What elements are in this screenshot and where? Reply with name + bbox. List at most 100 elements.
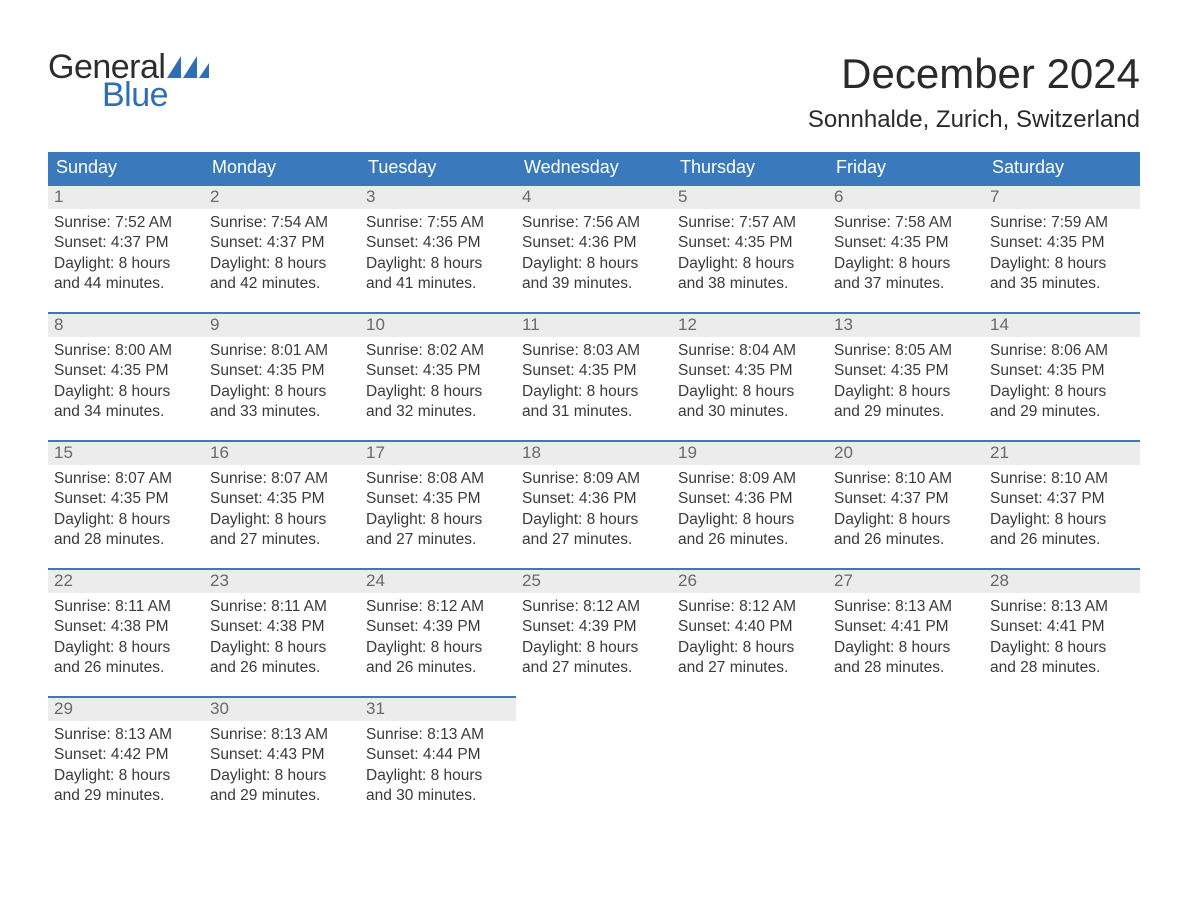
daylight-text: Daylight: 8 hours and 30 minutes. — [366, 766, 510, 807]
sunrise-text: Sunrise: 7:52 AM — [54, 213, 198, 233]
day-number: 20 — [828, 440, 984, 465]
sunrise-text: Sunrise: 8:11 AM — [54, 597, 198, 617]
day-header: Tuesday — [360, 152, 516, 184]
day-body: Sunrise: 8:12 AMSunset: 4:39 PMDaylight:… — [516, 593, 672, 687]
day-number: 8 — [48, 312, 204, 337]
sunrise-text: Sunrise: 8:13 AM — [210, 725, 354, 745]
sunset-text: Sunset: 4:41 PM — [834, 617, 978, 637]
sunset-text: Sunset: 4:36 PM — [678, 489, 822, 509]
day-number: 1 — [48, 184, 204, 209]
sunset-text: Sunset: 4:36 PM — [522, 233, 666, 253]
day-body: Sunrise: 8:13 AMSunset: 4:41 PMDaylight:… — [828, 593, 984, 687]
daylight-text: Daylight: 8 hours and 28 minutes. — [990, 638, 1134, 679]
daylight-text: Daylight: 8 hours and 34 minutes. — [54, 382, 198, 423]
daylight-text: Daylight: 8 hours and 28 minutes. — [834, 638, 978, 679]
day-body: Sunrise: 7:52 AMSunset: 4:37 PMDaylight:… — [48, 209, 204, 303]
sunrise-text: Sunrise: 8:06 AM — [990, 341, 1134, 361]
sunset-text: Sunset: 4:39 PM — [366, 617, 510, 637]
daylight-text: Daylight: 8 hours and 32 minutes. — [366, 382, 510, 423]
day-body: Sunrise: 8:09 AMSunset: 4:36 PMDaylight:… — [672, 465, 828, 559]
sunrise-text: Sunrise: 7:58 AM — [834, 213, 978, 233]
day-number: 19 — [672, 440, 828, 465]
day-number: 22 — [48, 568, 204, 593]
day-cell: 31Sunrise: 8:13 AMSunset: 4:44 PMDayligh… — [360, 696, 516, 824]
day-body: Sunrise: 8:10 AMSunset: 4:37 PMDaylight:… — [984, 465, 1140, 559]
day-number: 10 — [360, 312, 516, 337]
daylight-text: Daylight: 8 hours and 27 minutes. — [522, 638, 666, 679]
day-body: Sunrise: 7:56 AMSunset: 4:36 PMDaylight:… — [516, 209, 672, 303]
day-body: Sunrise: 8:10 AMSunset: 4:37 PMDaylight:… — [828, 465, 984, 559]
sunrise-text: Sunrise: 8:07 AM — [54, 469, 198, 489]
day-body: Sunrise: 8:13 AMSunset: 4:41 PMDaylight:… — [984, 593, 1140, 687]
day-number: 3 — [360, 184, 516, 209]
day-body: Sunrise: 7:57 AMSunset: 4:35 PMDaylight:… — [672, 209, 828, 303]
day-number: 30 — [204, 696, 360, 721]
daylight-text: Daylight: 8 hours and 26 minutes. — [990, 510, 1134, 551]
daylight-text: Daylight: 8 hours and 29 minutes. — [834, 382, 978, 423]
day-body: Sunrise: 8:05 AMSunset: 4:35 PMDaylight:… — [828, 337, 984, 431]
day-body: Sunrise: 7:55 AMSunset: 4:36 PMDaylight:… — [360, 209, 516, 303]
day-number: 27 — [828, 568, 984, 593]
sunrise-text: Sunrise: 8:04 AM — [678, 341, 822, 361]
page-title: December 2024 — [808, 50, 1140, 98]
daylight-text: Daylight: 8 hours and 41 minutes. — [366, 254, 510, 295]
sunset-text: Sunset: 4:37 PM — [54, 233, 198, 253]
sunrise-text: Sunrise: 8:10 AM — [834, 469, 978, 489]
daylight-text: Daylight: 8 hours and 29 minutes. — [54, 766, 198, 807]
daylight-text: Daylight: 8 hours and 35 minutes. — [990, 254, 1134, 295]
day-number: 21 — [984, 440, 1140, 465]
day-body: Sunrise: 8:04 AMSunset: 4:35 PMDaylight:… — [672, 337, 828, 431]
sunrise-text: Sunrise: 8:13 AM — [54, 725, 198, 745]
day-cell: 29Sunrise: 8:13 AMSunset: 4:42 PMDayligh… — [48, 696, 204, 824]
day-cell — [672, 696, 828, 824]
daylight-text: Daylight: 8 hours and 33 minutes. — [210, 382, 354, 423]
sunrise-text: Sunrise: 8:11 AM — [210, 597, 354, 617]
sunset-text: Sunset: 4:35 PM — [990, 233, 1134, 253]
sunset-text: Sunset: 4:36 PM — [366, 233, 510, 253]
sunset-text: Sunset: 4:35 PM — [366, 489, 510, 509]
sunrise-text: Sunrise: 8:12 AM — [678, 597, 822, 617]
logo: General Blue — [48, 50, 209, 112]
day-number: 4 — [516, 184, 672, 209]
day-number: 11 — [516, 312, 672, 337]
day-number: 24 — [360, 568, 516, 593]
daylight-text: Daylight: 8 hours and 28 minutes. — [54, 510, 198, 551]
day-number: 31 — [360, 696, 516, 721]
daylight-text: Daylight: 8 hours and 26 minutes. — [366, 638, 510, 679]
day-header: Friday — [828, 152, 984, 184]
day-body: Sunrise: 8:13 AMSunset: 4:44 PMDaylight:… — [360, 721, 516, 815]
day-cell: 23Sunrise: 8:11 AMSunset: 4:38 PMDayligh… — [204, 568, 360, 696]
header-area: General Blue December 2024 Sonnhalde, Zu… — [48, 50, 1140, 134]
sunset-text: Sunset: 4:35 PM — [366, 361, 510, 381]
daylight-text: Daylight: 8 hours and 39 minutes. — [522, 254, 666, 295]
sunset-text: Sunset: 4:35 PM — [990, 361, 1134, 381]
day-cell — [984, 696, 1140, 824]
sunrise-text: Sunrise: 7:59 AM — [990, 213, 1134, 233]
day-cell: 27Sunrise: 8:13 AMSunset: 4:41 PMDayligh… — [828, 568, 984, 696]
day-cell: 9Sunrise: 8:01 AMSunset: 4:35 PMDaylight… — [204, 312, 360, 440]
day-body: Sunrise: 8:08 AMSunset: 4:35 PMDaylight:… — [360, 465, 516, 559]
day-number: 7 — [984, 184, 1140, 209]
sunrise-text: Sunrise: 8:07 AM — [210, 469, 354, 489]
day-body: Sunrise: 7:59 AMSunset: 4:35 PMDaylight:… — [984, 209, 1140, 303]
day-number: 5 — [672, 184, 828, 209]
sunrise-text: Sunrise: 8:03 AM — [522, 341, 666, 361]
sunset-text: Sunset: 4:35 PM — [54, 361, 198, 381]
day-number: 12 — [672, 312, 828, 337]
day-header: Sunday — [48, 152, 204, 184]
sunrise-text: Sunrise: 7:54 AM — [210, 213, 354, 233]
daylight-text: Daylight: 8 hours and 42 minutes. — [210, 254, 354, 295]
sunset-text: Sunset: 4:35 PM — [678, 361, 822, 381]
sunset-text: Sunset: 4:35 PM — [54, 489, 198, 509]
day-number: 29 — [48, 696, 204, 721]
sunrise-text: Sunrise: 8:13 AM — [834, 597, 978, 617]
day-number: 25 — [516, 568, 672, 593]
day-number: 2 — [204, 184, 360, 209]
day-body: Sunrise: 7:58 AMSunset: 4:35 PMDaylight:… — [828, 209, 984, 303]
sunrise-text: Sunrise: 8:12 AM — [522, 597, 666, 617]
day-body: Sunrise: 8:07 AMSunset: 4:35 PMDaylight:… — [204, 465, 360, 559]
day-number: 6 — [828, 184, 984, 209]
day-cell: 3Sunrise: 7:55 AMSunset: 4:36 PMDaylight… — [360, 184, 516, 312]
sunrise-text: Sunrise: 8:09 AM — [678, 469, 822, 489]
daylight-text: Daylight: 8 hours and 31 minutes. — [522, 382, 666, 423]
